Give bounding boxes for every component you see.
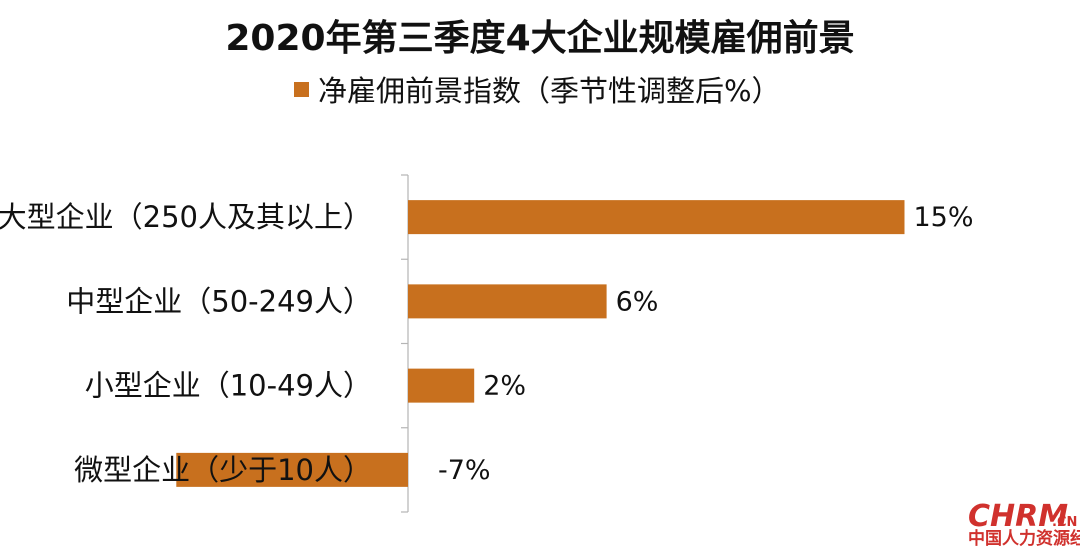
category-label: 微型企业（少于10人） <box>74 453 372 487</box>
chart-title: 2020年第三季度4大企业规模雇佣前景 <box>225 17 854 59</box>
bar <box>408 368 475 403</box>
legend: 净雇佣前景指数（季节性调整后%） <box>294 74 781 108</box>
category-label: 中型企业（50-249人） <box>66 284 372 318</box>
category-label: 大型企业（250人及其以上） <box>0 200 372 234</box>
bar <box>408 200 905 235</box>
data-label: -7% <box>438 455 491 486</box>
watermark-suffix: .CN <box>1052 515 1077 530</box>
legend-label: 净雇佣前景指数（季节性调整后%） <box>318 74 781 108</box>
bar <box>176 452 408 487</box>
plot-area: 大型企业（250人及其以上） 15% 中型企业（50-249人） 6% 小型企业（10-… <box>0 174 974 513</box>
bar <box>408 284 607 319</box>
data-label: 6% <box>616 286 659 317</box>
data-label: 2% <box>483 371 526 402</box>
category-label: 小型企业（10-49人） <box>85 369 372 403</box>
watermark-logo: CHRM .CN 中国人力资源经理 <box>968 499 1080 549</box>
watermark-subtitle: 中国人力资源经理 <box>968 528 1080 549</box>
watermark-text: CHRM <box>968 499 1068 534</box>
legend-swatch <box>294 82 309 97</box>
data-label: 15% <box>914 202 974 233</box>
